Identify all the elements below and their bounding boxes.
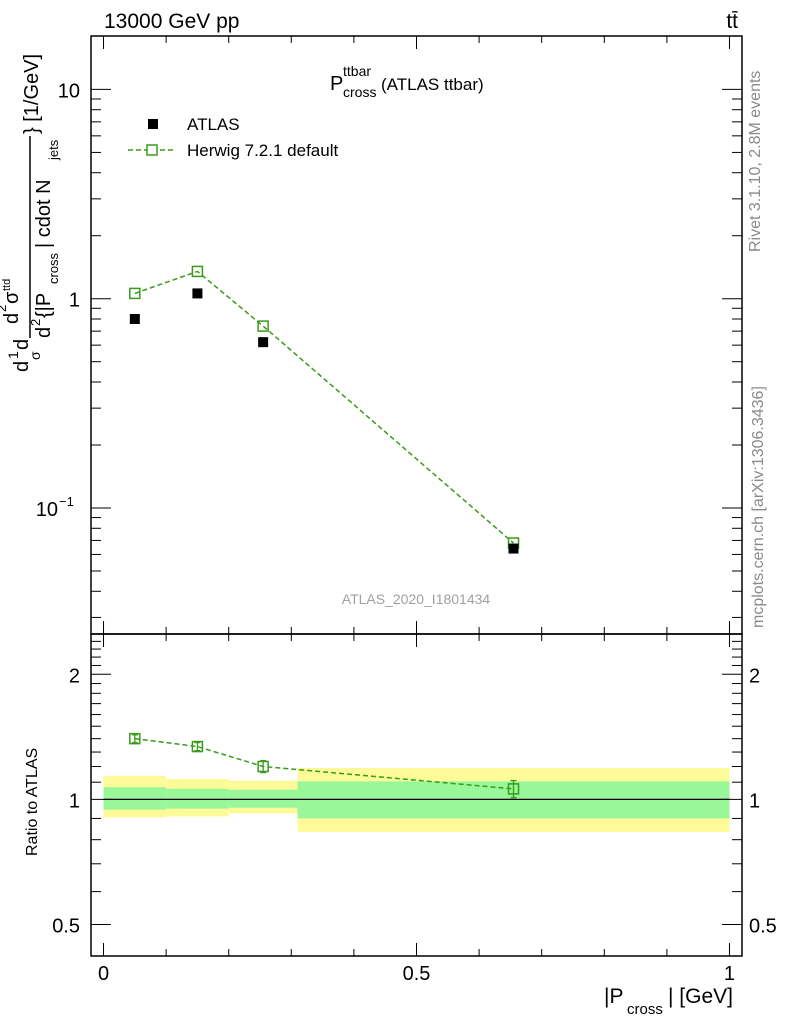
ratio-point-herwig bbox=[191, 740, 204, 753]
title-sub: cross bbox=[343, 84, 376, 100]
y-tick-label-exp: −1 bbox=[59, 494, 74, 509]
ratio-point-herwig bbox=[257, 760, 269, 773]
xlabel: |P cross | [GeV] bbox=[604, 985, 733, 1018]
x-tick-label: 0 bbox=[98, 963, 109, 985]
y-tick-label: 10 bbox=[58, 80, 80, 102]
process-label: tt̄ bbox=[726, 10, 738, 33]
band-inner bbox=[103, 787, 167, 810]
rivet-label: Rivet 3.1.10, 2.8M events bbox=[747, 71, 764, 252]
y-tick-label: 0.5 bbox=[52, 916, 80, 938]
legend-label-atlas: ATLAS bbox=[187, 115, 240, 134]
title-main: P bbox=[330, 73, 343, 95]
ylabel-frac-num-sub: ttd bbox=[1, 279, 13, 291]
ylabel-frac-den-d: d bbox=[33, 327, 55, 338]
ylabel-frac-num-d: d bbox=[1, 313, 23, 324]
plot-title: P ttbar cross (ATLAS ttbar) bbox=[330, 63, 484, 100]
ylabel-units: } [1/GeV] bbox=[21, 54, 43, 134]
y-tick-label: 1 bbox=[69, 290, 80, 312]
ylabel-one: 1 bbox=[5, 351, 21, 359]
y-tick-label-right: 0.5 bbox=[749, 916, 777, 938]
series-line-herwig bbox=[134, 270, 515, 544]
top-ylabel: d 1 σ d d 2 σ ttd d 2 {|P cross | cdot N… bbox=[0, 54, 61, 372]
title-suffix: (ATLAS ttbar) bbox=[381, 75, 484, 94]
xlabel-sub: cross bbox=[627, 1001, 663, 1018]
ylabel-frac-num-sigma: σ bbox=[1, 291, 23, 304]
title-sup: ttbar bbox=[343, 63, 371, 79]
mcplots-label: mcplots.cern.ch [arXiv:1306.3436] bbox=[750, 386, 767, 628]
y-tick-label: 2 bbox=[69, 665, 80, 687]
legend-marker-herwig bbox=[146, 144, 158, 156]
ylabel-frac-num-exp: 2 bbox=[0, 305, 9, 312]
ylabel-d2: d bbox=[11, 339, 33, 350]
x-tick-label: 0.5 bbox=[403, 963, 431, 985]
band-inner bbox=[228, 789, 298, 808]
point-atlas bbox=[129, 313, 140, 324]
energy-label: 13000 GeV pp bbox=[104, 10, 239, 33]
ratio-panel: 0 0.5 1 0.5 0.5 1 1 2 2 bbox=[52, 633, 777, 985]
ratio-line-herwig bbox=[134, 737, 514, 790]
point-atlas bbox=[508, 543, 519, 554]
ylabel-frac-den-n: | cdot N bbox=[33, 179, 55, 248]
xlabel-part1: |P bbox=[604, 985, 623, 1008]
y-tick-label-right: 1 bbox=[749, 790, 760, 812]
legend-label-herwig: Herwig 7.2.1 default bbox=[187, 141, 338, 160]
ylabel-frac-den-jets: jets bbox=[46, 139, 61, 161]
ylabel-sigma1: σ bbox=[27, 351, 43, 360]
y-tick-label: 1 bbox=[69, 790, 80, 812]
point-herwig bbox=[129, 287, 141, 300]
ratio-point-herwig bbox=[129, 732, 141, 745]
band-inner bbox=[166, 788, 229, 809]
analysis-tag: ATLAS_2020_I1801434 bbox=[342, 591, 491, 607]
point-herwig bbox=[257, 320, 269, 332]
point-atlas bbox=[192, 288, 203, 299]
legend-marker-atlas bbox=[148, 119, 158, 129]
xlabel-part2: | [GeV] bbox=[668, 985, 733, 1008]
point-atlas bbox=[258, 337, 269, 348]
ylabel-frac-den-cross: cross bbox=[46, 252, 61, 284]
ratio-point-herwig bbox=[507, 783, 520, 795]
x-tick-label: 1 bbox=[724, 963, 735, 985]
y-tick-label: 10 bbox=[36, 499, 58, 521]
ylabel-frac-den-p: {|P bbox=[33, 293, 55, 318]
ylabel-frac-den-exp: 2 bbox=[28, 319, 43, 326]
ylabel-d1: d bbox=[11, 361, 33, 372]
point-herwig bbox=[191, 265, 204, 278]
ratio-ylabel: Ratio to ATLAS bbox=[24, 748, 41, 856]
y-tick-label-right: 2 bbox=[749, 665, 760, 687]
